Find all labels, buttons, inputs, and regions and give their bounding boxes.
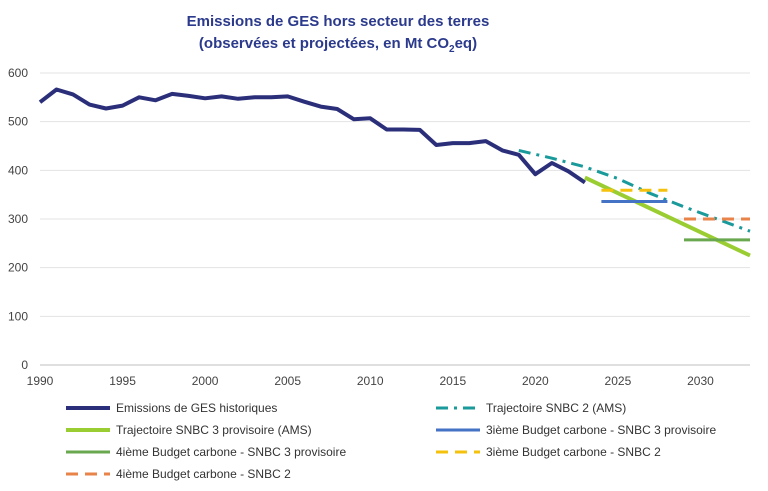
legend-label: Emissions de GES historiques xyxy=(116,401,277,415)
title-line-1: Emissions de GES hors secteur des terres xyxy=(187,13,490,30)
y-tick-label: 400 xyxy=(8,163,28,177)
y-tick-label: 0 xyxy=(21,358,28,372)
x-tick-label: 2000 xyxy=(192,374,219,388)
y-tick-label: 500 xyxy=(8,115,28,129)
y-tick-label: 100 xyxy=(8,309,28,323)
y-tick-label: 600 xyxy=(8,66,28,80)
legend-item: Trajectoire SNBC 2 (AMS) xyxy=(436,401,626,415)
legend-label: 4ième Budget carbone - SNBC 2 xyxy=(116,467,291,481)
y-axis: 0 100 200 300 400 500 600 xyxy=(8,66,28,372)
legend-item: 3ième Budget carbone - SNBC 3 provisoire xyxy=(436,423,716,437)
series-group xyxy=(38,87,751,258)
x-axis: 1990 1995 2000 2005 2010 2015 2020 2025 2030 xyxy=(27,374,714,388)
x-tick-label: 2030 xyxy=(687,374,714,388)
x-tick-label: 2025 xyxy=(605,374,632,388)
gridlines xyxy=(40,72,750,366)
title-line-2: (observées et projectées, en Mt CO2eq) xyxy=(199,35,477,55)
x-tick-label: 2005 xyxy=(274,374,301,388)
legend-label: 3ième Budget carbone - SNBC 2 xyxy=(486,445,661,459)
y-tick-label: 200 xyxy=(8,261,28,275)
x-tick-label: 1990 xyxy=(27,374,54,388)
x-tick-label: 1995 xyxy=(109,374,136,388)
x-tick-label: 2010 xyxy=(357,374,384,388)
chart-title: Emissions de GES hors secteur des terres… xyxy=(187,13,490,55)
legend-item: 4ième Budget carbone - SNBC 3 provisoire xyxy=(66,445,346,459)
x-tick-label: 2020 xyxy=(522,374,549,388)
y-tick-label: 300 xyxy=(8,212,28,226)
x-tick-label: 2015 xyxy=(439,374,466,388)
legend-label: Trajectoire SNBC 2 (AMS) xyxy=(486,401,626,415)
legend-item: Trajectoire SNBC 3 provisoire (AMS) xyxy=(66,423,312,437)
legend-item: 3ième Budget carbone - SNBC 2 xyxy=(436,445,661,459)
legend-item: 4ième Budget carbone - SNBC 2 xyxy=(66,467,291,481)
series-line-1 xyxy=(38,87,587,185)
legend-label: 4ième Budget carbone - SNBC 3 provisoire xyxy=(116,445,346,459)
legend-item: Emissions de GES historiques xyxy=(66,401,277,415)
legend-label: 3ième Budget carbone - SNBC 3 provisoire xyxy=(486,423,716,437)
legend-label: Trajectoire SNBC 3 provisoire (AMS) xyxy=(116,423,312,437)
legend: Emissions de GES historiques Trajectoire … xyxy=(66,401,716,481)
